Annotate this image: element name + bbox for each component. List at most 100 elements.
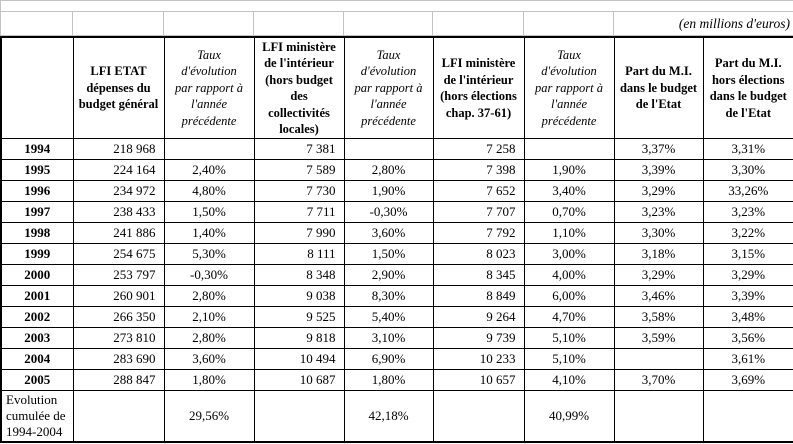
cell-lfi-mi-hors-elections: 8 023 xyxy=(432,243,525,265)
empty-cell xyxy=(253,11,344,36)
cell-lfi-mi-hors-elections: 7 792 xyxy=(432,222,525,244)
cell-taux-evolution-mi: 5,40% xyxy=(343,306,434,328)
column-header-lfi-mi-hors-elections: LFI ministère de l'intérieur (hors élect… xyxy=(432,36,525,139)
cell-part-mi-budget: 3,29% xyxy=(613,180,704,202)
column-header-year xyxy=(0,36,74,139)
cell-lfi-mi-hors-budget: 9 038 xyxy=(253,285,345,307)
cell-part-mi-budget: 3,18% xyxy=(613,243,704,265)
cell-taux-evolution-mi-hors-elections: 0,70% xyxy=(523,201,615,223)
cell-lfi-mi-hors-elections: 7 398 xyxy=(432,159,525,181)
cell-lfi-etat: 254 675 xyxy=(72,243,165,265)
cell-taux-evolution-etat xyxy=(163,138,255,160)
cell-lfi-mi-hors-elections: 7 707 xyxy=(432,201,525,223)
cell-taux-evolution-mi-hors-elections: 4,00% xyxy=(523,264,615,286)
cell-part-mi-hors-elections: 3,56% xyxy=(702,327,793,349)
cell-taux-evolution-mi-hors-elections: 3,00% xyxy=(523,243,615,265)
cell-part-mi-hors-elections: 3,48% xyxy=(702,306,793,328)
cell-lfi-etat: 253 797 xyxy=(72,264,165,286)
cell-lfi-mi-hors-budget: 8 348 xyxy=(253,264,345,286)
cell-part-mi-budget: 3,70% xyxy=(613,369,704,391)
empty-cell xyxy=(0,11,73,36)
table-row: 1999 254 675 5,30% 8 111 1,50% 8 023 3,00% 3,18… xyxy=(0,243,793,265)
cell-part-mi-budget: 3,30% xyxy=(613,222,704,244)
table-row: 1995 224 164 2,40% 7 589 2,80% 7 398 1,90% 3,39… xyxy=(0,159,793,181)
cell-lfi-mi-hors-budget: 7 711 xyxy=(253,201,345,223)
cell-taux-evolution-mi: 1,90% xyxy=(343,180,434,202)
cell-lfi-mi-hors-elections: 8 849 xyxy=(432,285,525,307)
cell-lfi-etat: 273 810 xyxy=(72,327,165,349)
spacer-row xyxy=(0,0,793,12)
cell-taux-evolution-etat: 2,40% xyxy=(163,159,255,181)
cumulative-cell-taux-evolution-mi-hors-elections: 40,99% xyxy=(523,390,615,443)
cumulative-evolution-row: Evolution cumulée de 1994-2004 29,56% 42,1… xyxy=(0,390,793,443)
cell-taux-evolution-mi-hors-elections: 1,10% xyxy=(523,222,615,244)
cell-taux-evolution-etat: 1,40% xyxy=(163,222,255,244)
cell-taux-evolution-mi: 8,30% xyxy=(343,285,434,307)
row-year: 2001 xyxy=(0,285,74,307)
cell-lfi-mi-hors-budget: 7 381 xyxy=(253,138,345,160)
cell-taux-evolution-mi-hors-elections: 5,10% xyxy=(523,327,615,349)
row-year: 2002 xyxy=(0,306,74,328)
table-row: 2000 253 797 -0,30% 8 348 2,90% 8 345 4,00% 3,2… xyxy=(0,264,793,286)
column-header-part-mi-budget: Part du M.I. dans le budget de l'Etat xyxy=(613,36,704,139)
unit-header-table: (en millions d'euros) xyxy=(0,0,793,36)
table-row: 2002 266 350 2,10% 9 525 5,40% 9 264 4,70% 3,58… xyxy=(0,306,793,328)
row-year: 1997 xyxy=(0,201,74,223)
empty-cell xyxy=(343,11,433,36)
row-year: 1995 xyxy=(0,159,74,181)
cell-part-mi-budget: 3,39% xyxy=(613,159,704,181)
cell-lfi-mi-hors-elections: 8 345 xyxy=(432,264,525,286)
cell-taux-evolution-mi-hors-elections xyxy=(523,138,615,160)
table-row: 1996 234 972 4,80% 7 730 1,90% 7 652 3,40% 3,29… xyxy=(0,180,793,202)
cell-taux-evolution-mi xyxy=(343,138,434,160)
budget-table: LFI ETAT dépenses du budget général Taux … xyxy=(0,36,793,443)
cell-lfi-etat: 260 901 xyxy=(72,285,165,307)
cell-taux-evolution-mi: 1,50% xyxy=(343,243,434,265)
row-year: 2003 xyxy=(0,327,74,349)
cell-part-mi-hors-elections: 3,23% xyxy=(702,201,793,223)
cell-part-mi-hors-elections: 3,29% xyxy=(702,264,793,286)
cell-lfi-etat: 224 164 xyxy=(72,159,165,181)
cell-part-mi-budget: 3,37% xyxy=(613,138,704,160)
cell-taux-evolution-mi-hors-elections: 4,70% xyxy=(523,306,615,328)
table-row: 2003 273 810 2,80% 9 818 3,10% 9 739 5,10% 3,59… xyxy=(0,327,793,349)
unit-row: (en millions d'euros) xyxy=(0,11,793,36)
cell-lfi-mi-hors-budget: 9 818 xyxy=(253,327,345,349)
cell-taux-evolution-mi-hors-elections: 5,10% xyxy=(523,348,615,370)
cell-lfi-mi-hors-elections: 7 258 xyxy=(432,138,525,160)
cell-taux-evolution-etat: 4,80% xyxy=(163,180,255,202)
cell-lfi-mi-hors-elections: 10 233 xyxy=(432,348,525,370)
table-header-row: LFI ETAT dépenses du budget général Taux … xyxy=(0,36,793,139)
cell-taux-evolution-mi: -0,30% xyxy=(343,201,434,223)
cell-taux-evolution-mi: 2,80% xyxy=(343,159,434,181)
cell-taux-evolution-mi: 3,10% xyxy=(343,327,434,349)
table-row: 2004 283 690 3,60% 10 494 6,90% 10 233 5,10% 3,… xyxy=(0,348,793,370)
cumulative-cell-taux-evolution-mi: 42,18% xyxy=(343,390,434,443)
cumulative-cell-lfi-mi-hors-elections xyxy=(432,390,525,443)
cell-taux-evolution-mi: 3,60% xyxy=(343,222,434,244)
cell-taux-evolution-mi-hors-elections: 1,90% xyxy=(523,159,615,181)
cell-part-mi-hors-elections: 3,30% xyxy=(702,159,793,181)
cell-taux-evolution-mi: 6,90% xyxy=(343,348,434,370)
cell-taux-evolution-etat: 1,50% xyxy=(163,201,255,223)
cell-taux-evolution-mi-hors-elections: 3,40% xyxy=(523,180,615,202)
cumulative-cell-lfi-etat xyxy=(72,390,165,443)
row-year: 1996 xyxy=(0,180,74,202)
cell-taux-evolution-mi: 1,80% xyxy=(343,369,434,391)
cell-taux-evolution-etat: 3,60% xyxy=(163,348,255,370)
column-header-taux-evolution-etat: Taux d'évolution par rapport à l'année p… xyxy=(163,36,255,139)
cell-part-mi-hors-elections: 3,22% xyxy=(702,222,793,244)
cell-lfi-mi-hors-elections: 10 657 xyxy=(432,369,525,391)
cumulative-evolution-label: Evolution cumulée de 1994-2004 xyxy=(0,390,74,443)
cell-part-mi-hors-elections: 3,69% xyxy=(702,369,793,391)
cell-lfi-etat: 238 433 xyxy=(72,201,165,223)
cell-taux-evolution-mi-hors-elections: 4,10% xyxy=(523,369,615,391)
cell-lfi-mi-hors-elections: 7 652 xyxy=(432,180,525,202)
column-header-taux-evolution-mi-hors-elections: Taux d'évolution par rapport à l'année p… xyxy=(523,36,615,139)
cell-taux-evolution-etat: -0,30% xyxy=(163,264,255,286)
cell-lfi-mi-hors-budget: 7 990 xyxy=(253,222,345,244)
cell-lfi-mi-hors-budget: 10 687 xyxy=(253,369,345,391)
cell-taux-evolution-mi: 2,90% xyxy=(343,264,434,286)
unit-note: (en millions d'euros) xyxy=(612,11,793,36)
